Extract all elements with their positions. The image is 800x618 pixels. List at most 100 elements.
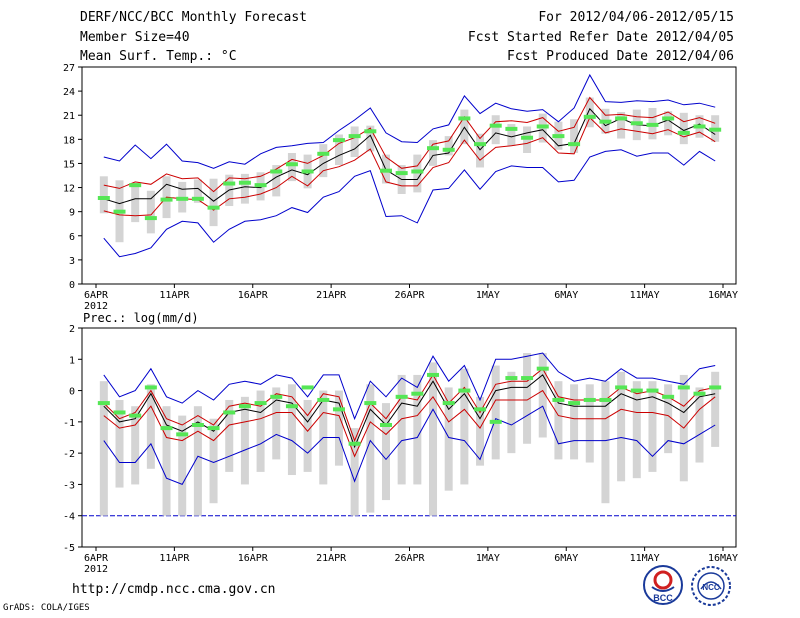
temp-box [664,111,673,136]
temp-ytick-label: 24 [63,87,75,98]
precip-box [476,396,485,466]
temp-box [585,97,594,128]
precip-median [677,385,690,390]
precip-box [350,428,359,516]
temp-xtick-year: 2012 [84,301,108,312]
temp-box [287,152,296,182]
temp-median [364,129,377,134]
precip-xtick-label: 6MAY [554,553,578,564]
precip-box [601,381,610,504]
temp-ytick-label: 6 [69,232,75,243]
precip-box [99,381,108,516]
temp-median [348,134,361,139]
precip-median [693,391,706,396]
bcc-logo-text: BCC [653,593,673,603]
precip-box [523,353,532,444]
temp-median [474,142,487,147]
precip-box [131,406,140,485]
temp-xtick-label: 21APR [316,290,347,301]
temp-box [444,136,453,156]
temp-median [552,134,565,139]
precip-box [225,399,234,472]
precip-median [442,401,455,406]
temp-median [317,151,330,156]
temp-box [334,134,343,166]
temp-ytick-label: 27 [63,63,75,74]
temp-median [97,196,110,201]
temp-median [442,147,455,152]
precip-median [536,366,549,371]
precip-variable-label: Prec.: log(mm/d) [83,311,199,325]
temp-median [677,130,690,135]
ncc-logo-text: NCC [702,583,720,592]
temp-median [709,127,722,132]
precip-box [366,384,375,513]
precip-median [395,394,408,399]
temp-xtick-label: 16APR [238,290,269,301]
temp-median [207,205,220,210]
precip-ytick-label: -5 [63,543,75,554]
precip-box [178,415,187,516]
temp-box [146,190,155,234]
temp-box [272,165,281,197]
precip-box [162,406,171,516]
precip-box [538,353,547,438]
temp-xtick-label: 6APR [84,290,109,301]
forecast-started-date: Fcst Started Refer Date 2012/04/05 [467,30,734,45]
temp-xtick-label: 11MAY [630,290,660,301]
temp-box [679,112,688,145]
temp-ytick-label: 3 [69,256,75,267]
temp-plot-frame [81,66,737,285]
temp-line-min [103,149,716,258]
temp-median [332,138,345,143]
precip-ytick-label: 2 [69,324,75,335]
temp-median [458,116,471,121]
temp-median [536,124,549,129]
precip-median [615,385,628,390]
precip-ytick-label: 1 [69,355,75,366]
precip-box [429,362,438,516]
temp-median [301,169,314,174]
precip-median [113,410,126,415]
precip-median [191,422,204,427]
temp-median [521,135,534,140]
precip-median [474,407,487,412]
precip-xtick-year: 2012 [84,564,108,575]
precip-xtick-label: 11MAY [630,553,660,564]
precip-ytick-label: -3 [63,480,75,491]
footer-url[interactable]: http://cmdp.ncc.cma.gov.cn [72,582,276,597]
temp-median [599,119,612,124]
precip-box [287,384,296,476]
temp-median [285,162,298,167]
precip-xtick-label: 26APR [394,553,425,564]
temp-box [491,115,500,145]
temp-median [630,121,643,126]
temp-ytick-label: 18 [63,135,75,146]
precip-median [129,413,142,418]
precip-box [240,396,249,485]
temp-box [429,140,438,166]
temp-median [176,196,189,201]
precip-median [458,388,471,393]
temp-box [193,179,202,203]
precip-median [583,397,596,402]
precip-median [301,385,314,390]
temp-line-upper [103,96,716,193]
precip-median [254,401,267,406]
precip-box [570,384,579,460]
temp-median [223,181,236,186]
temp-median [427,146,440,151]
precip-median [599,397,612,402]
precip-xtick-label: 16APR [238,553,269,564]
ncc-logo: NCC [691,566,731,606]
temp-median [379,168,392,173]
precip-line-upper [103,367,716,442]
precip-line-ensemble-mean [103,374,716,449]
temp-box [209,178,218,227]
precip-median [332,407,345,412]
member-size: Member Size=40 [80,30,190,45]
bcc-logo: BCC [643,565,683,605]
temp-box [570,119,579,153]
precip-box [303,399,312,472]
